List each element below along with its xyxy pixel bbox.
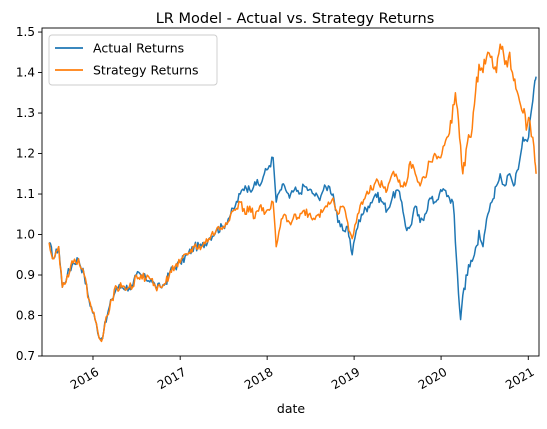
- y-tick-label: 1.1: [16, 187, 35, 201]
- legend-box: [48, 34, 218, 86]
- x-tick-label: 2016: [68, 365, 101, 392]
- x-tick-label: 2021: [503, 365, 536, 392]
- x-tick-label: 2020: [416, 365, 449, 392]
- y-tick-label: 1.2: [16, 147, 35, 161]
- y-tick-label: 0.8: [16, 309, 35, 323]
- y-tick-label: 0.9: [16, 268, 35, 282]
- y-tick-label: 1.4: [16, 66, 35, 80]
- x-tick-label: 2017: [155, 365, 188, 392]
- legend-entry: Strategy Returns: [93, 63, 199, 78]
- chart-title: LR Model - Actual vs. Strategy Returns: [156, 11, 435, 27]
- x-tick-label: 2018: [242, 365, 275, 392]
- x-axis: 2016 2017 2018 2019 2020 2021: [68, 356, 537, 392]
- legend: Actual Returns Strategy Returns: [48, 34, 218, 86]
- series-line-strategy-returns: [48, 43, 537, 343]
- x-axis-label: date: [277, 401, 305, 416]
- y-tick-label: 1.0: [16, 228, 35, 242]
- y-axis: 0.7 0.8 0.9 1.0 1.1 1.2 1.3 1.4 1.5: [16, 25, 42, 363]
- legend-entry: Actual Returns: [93, 41, 184, 56]
- y-tick-label: 1.3: [16, 106, 35, 120]
- y-tick-label: 1.5: [16, 25, 35, 39]
- x-tick-label: 2019: [329, 365, 362, 392]
- series-layer: [48, 43, 537, 343]
- series-line-actual-returns: [48, 76, 537, 341]
- plot-frame: [41, 27, 540, 357]
- y-tick-label: 0.7: [16, 349, 35, 363]
